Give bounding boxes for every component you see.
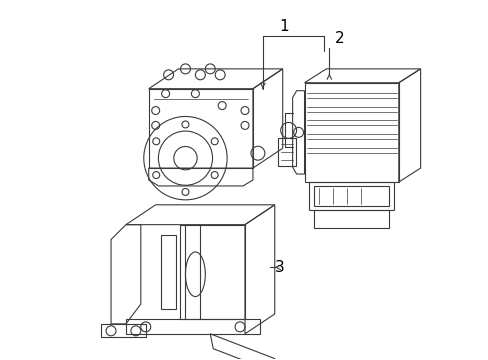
Bar [309,182,393,210]
Bar [148,89,252,168]
Bar [314,210,388,228]
Bar [277,138,295,166]
Bar [314,186,388,206]
Bar [304,83,398,182]
Text: 1: 1 [279,19,288,34]
Text: 3: 3 [274,260,284,275]
Text: 2: 2 [334,31,344,46]
